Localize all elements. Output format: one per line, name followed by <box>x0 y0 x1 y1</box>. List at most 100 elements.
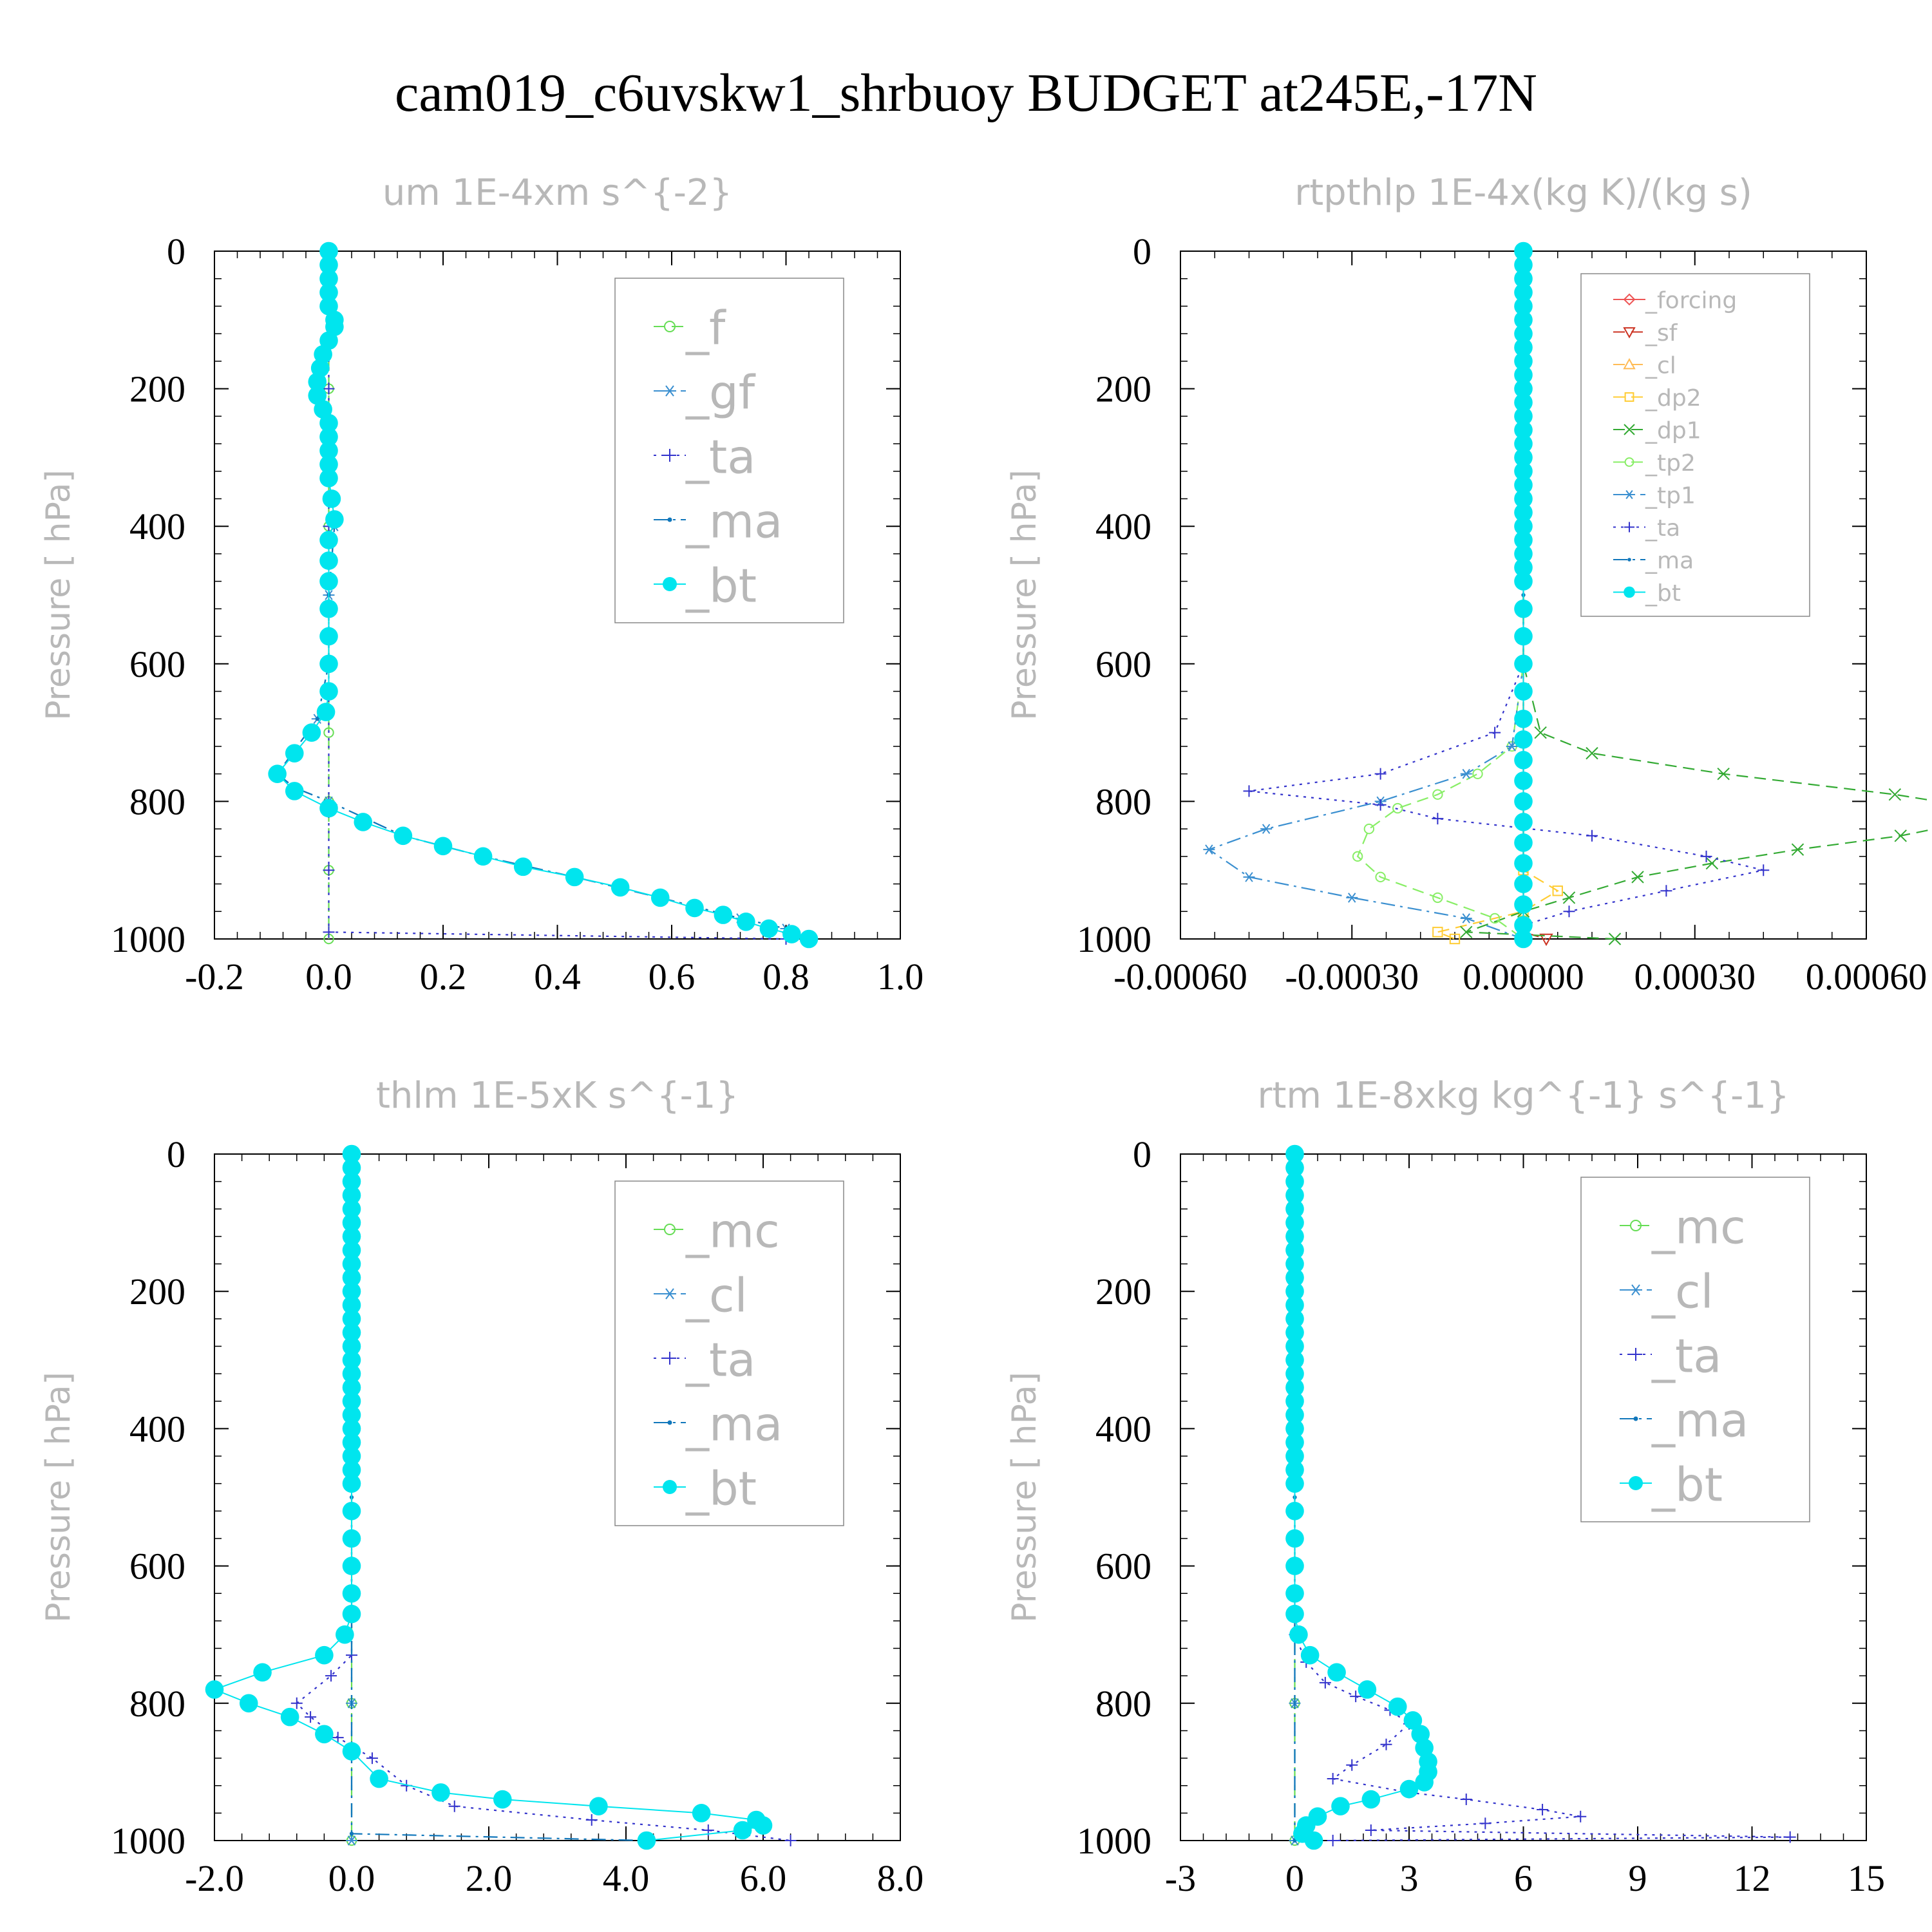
data-point <box>342 1529 361 1548</box>
data-point <box>1563 905 1575 918</box>
legend-marker <box>667 1420 672 1425</box>
data-point <box>346 1835 357 1846</box>
legend-marker <box>1624 522 1634 533</box>
data-point <box>1350 1690 1362 1703</box>
data-point <box>1460 1794 1472 1806</box>
data-point <box>1285 1144 1304 1164</box>
data-point <box>1514 813 1533 831</box>
data-point <box>1392 802 1403 814</box>
series-bt <box>1514 242 1533 949</box>
y-tick-label: 1000 <box>111 918 185 960</box>
data-point <box>1791 843 1804 856</box>
y-tick-label: 400 <box>1095 506 1151 547</box>
data-point <box>1514 310 1533 330</box>
y-tick-label: 800 <box>129 1683 185 1725</box>
y-tick-label: 800 <box>1095 1683 1151 1725</box>
data-point <box>1575 1810 1587 1823</box>
data-point <box>1514 572 1533 591</box>
data-point <box>342 1296 361 1314</box>
series-dp2 <box>1432 245 1563 945</box>
data-point <box>1285 1446 1304 1466</box>
data-point <box>1534 726 1547 739</box>
data-point <box>285 744 304 762</box>
data-point <box>1514 627 1533 646</box>
data-point <box>1363 823 1375 835</box>
data-point <box>1784 1831 1796 1843</box>
data-point <box>1415 1773 1434 1792</box>
legend-entry: _ma <box>654 1397 782 1451</box>
data-point <box>1327 1773 1339 1785</box>
legend-entry: _cl <box>654 1268 748 1322</box>
data-point <box>1700 850 1712 862</box>
legend-label: _ma <box>1651 1393 1748 1447</box>
data-point <box>1285 1199 1304 1218</box>
y-tick-label: 600 <box>1095 1546 1151 1587</box>
legend-box <box>614 1180 844 1526</box>
figure-title: cam019_c6uvskw1_shrbuoy BUDGET at245E,-1… <box>395 63 1537 123</box>
y-axis-label: Pressure [ hPa] <box>39 469 78 721</box>
data-point <box>1346 893 1358 903</box>
legend-marker <box>1623 357 1636 370</box>
data-point <box>325 317 344 336</box>
y-axis-label: Pressure [ hPa] <box>39 1372 78 1623</box>
data-point <box>1514 242 1533 261</box>
chart-panel-4: rtm 1E-8xkg kg^{-1} s^{-1} Pressure [ hPa… <box>1005 1075 1885 1899</box>
data-point <box>1552 886 1563 896</box>
data-point <box>1514 730 1533 749</box>
data-point <box>1285 1159 1304 1177</box>
legend-entry: _ma <box>654 494 782 548</box>
legend-marker <box>664 1224 676 1235</box>
x-tick-label: 2.0 <box>466 1857 513 1899</box>
legend: _mc _cl _ta _ma _bt <box>614 1180 844 1526</box>
data-point <box>315 717 319 721</box>
legend-marker <box>663 385 676 397</box>
series-ma <box>349 1151 649 1843</box>
data-point <box>319 283 338 302</box>
data-point <box>319 242 338 261</box>
legend-marker <box>663 577 677 591</box>
legend-marker <box>1629 1284 1642 1296</box>
data-point <box>310 359 330 377</box>
legend-entry: _ta <box>1613 515 1680 542</box>
legend-entry: _ma <box>1613 548 1694 574</box>
x-tick-label: 8.0 <box>877 1857 924 1899</box>
legend-marker <box>1623 327 1636 339</box>
legend-marker <box>663 1480 677 1494</box>
data-point <box>319 269 338 289</box>
legend: _mc _cl _ta _ma _bt <box>1580 1177 1810 1522</box>
x-tick-label: -3 <box>1165 1857 1196 1899</box>
data-point <box>342 1557 361 1575</box>
x-tick-label: 15 <box>1848 1857 1885 1899</box>
x-tick-label: 0.00030 <box>1634 956 1756 998</box>
y-axis-label: Pressure [ hPa] <box>1005 469 1044 721</box>
series-line <box>1466 251 1932 940</box>
x-tick-label: -2.0 <box>185 1857 244 1899</box>
series-tp1 <box>1203 246 1530 944</box>
data-point <box>733 1821 752 1840</box>
data-point <box>1514 654 1533 674</box>
data-point <box>342 1461 361 1479</box>
data-point <box>319 413 338 433</box>
legend: _forcing _sf _cl _dp2 _dp1 _tp2 _tp1 _ta _ma _bt <box>1580 273 1810 617</box>
data-point <box>323 383 335 395</box>
y-tick-label: 1000 <box>1077 918 1151 960</box>
series-line <box>1294 1154 1429 1841</box>
series-bt <box>1285 1144 1437 1850</box>
data-point <box>342 1502 361 1520</box>
legend-label: _dp2 <box>1645 385 1701 412</box>
data-point <box>513 857 533 876</box>
data-point <box>1460 925 1473 939</box>
data-point <box>319 428 338 446</box>
legend-entry: _gf <box>654 365 756 419</box>
data-point <box>342 1742 361 1761</box>
data-point <box>431 1783 450 1802</box>
data-point <box>1489 913 1501 924</box>
series-line <box>328 251 786 940</box>
legend-label: _bt <box>685 558 757 612</box>
legend-marker <box>1624 424 1635 435</box>
legend-label: _bt <box>1645 580 1681 607</box>
panel-title: thlm 1E-5xK s^{-1} <box>376 1075 739 1117</box>
data-point <box>319 600 338 618</box>
data-point <box>342 1474 361 1493</box>
